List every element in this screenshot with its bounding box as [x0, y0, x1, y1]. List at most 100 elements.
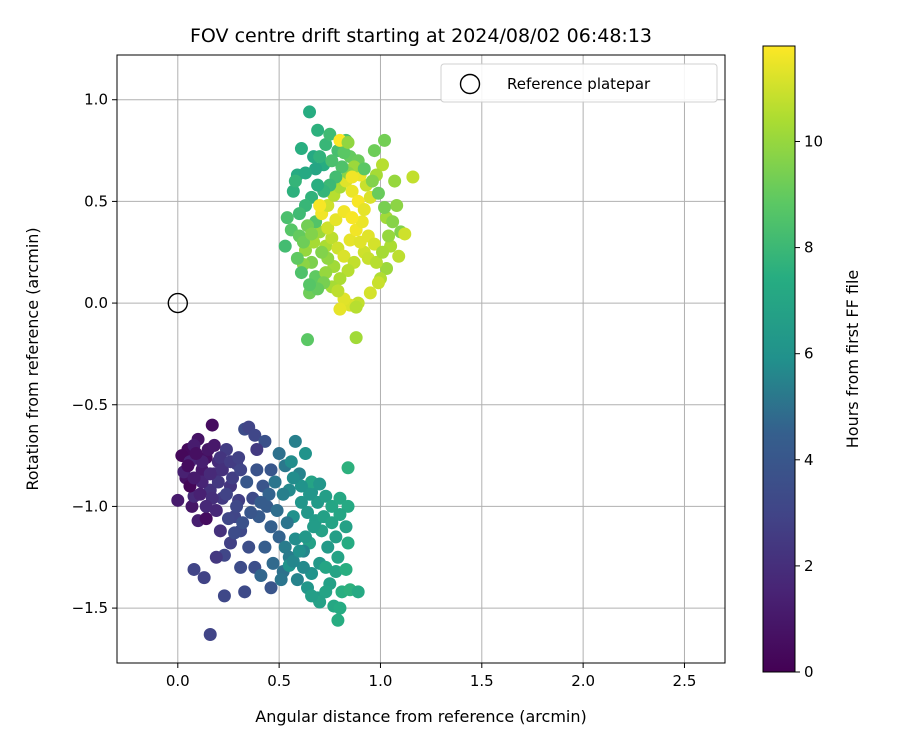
- data-point-205: [315, 245, 329, 259]
- data-point-251: [309, 162, 323, 176]
- data-point-9: [171, 493, 185, 507]
- data-point-239: [353, 235, 367, 249]
- data-point-104: [333, 601, 347, 615]
- y-tick-label-3: 0.0: [84, 294, 108, 312]
- data-point-57: [264, 581, 278, 595]
- colorbar-label: Hours from first FF file: [843, 270, 862, 449]
- data-point-0: [205, 418, 219, 432]
- data-point-234: [313, 198, 327, 212]
- data-point-260: [319, 266, 333, 280]
- data-point-54: [258, 540, 272, 554]
- data-point-114: [292, 544, 306, 558]
- data-point-100: [319, 585, 333, 599]
- data-point-27: [213, 524, 227, 538]
- data-point-32: [197, 571, 211, 585]
- data-point-166: [390, 198, 404, 212]
- data-point-241: [369, 255, 383, 269]
- x-tick-label-5: 2.5: [673, 672, 697, 690]
- data-point-81: [313, 477, 327, 491]
- data-point-214: [357, 203, 371, 217]
- data-point-55: [266, 556, 280, 570]
- data-point-172: [380, 262, 394, 276]
- data-point-93: [290, 573, 304, 587]
- data-point-72: [319, 489, 333, 503]
- data-point-30: [209, 550, 223, 564]
- data-point-92: [296, 560, 310, 574]
- colorbar-gradient: [762, 45, 796, 673]
- data-point-142: [189, 447, 203, 461]
- data-point-149: [232, 451, 246, 465]
- data-point-86: [329, 530, 343, 544]
- data-point-244: [386, 215, 400, 229]
- data-point-126: [254, 495, 268, 509]
- data-point-194: [343, 233, 357, 247]
- data-point-161: [378, 133, 392, 147]
- data-point-84: [341, 499, 355, 513]
- data-point-152: [294, 142, 308, 156]
- data-point-121: [294, 479, 308, 493]
- x-tick-label-1: 0.5: [267, 672, 291, 690]
- data-point-252: [313, 150, 327, 164]
- data-point-238: [345, 211, 359, 225]
- data-point-147: [215, 463, 229, 477]
- data-point-259: [278, 239, 292, 253]
- legend-entry-reference-platepar: Reference platepar: [507, 75, 651, 93]
- x-axis: 0.0 0.5 1.0 1.5 2.0 2.5: [166, 663, 697, 690]
- data-point-125: [262, 487, 276, 501]
- data-point-85: [339, 520, 353, 534]
- x-tick-label-2: 1.0: [369, 672, 393, 690]
- data-point-180: [349, 300, 363, 314]
- data-point-124: [268, 475, 282, 489]
- data-point-155: [323, 127, 337, 141]
- data-point-63: [284, 455, 298, 469]
- data-point-201: [341, 264, 355, 278]
- data-point-132: [219, 487, 233, 501]
- data-point-248: [357, 162, 371, 176]
- data-point-139: [187, 471, 201, 485]
- data-point-254: [337, 146, 351, 160]
- y-tick-label-0: −1.5: [72, 599, 108, 617]
- data-point-169: [398, 227, 412, 241]
- data-point-242: [375, 245, 389, 259]
- data-point-10: [185, 499, 199, 513]
- y-axis: −1.5 −1.0 −0.5 0.0 0.5 1.0: [72, 91, 117, 617]
- data-point-236: [329, 213, 343, 227]
- data-point-235: [321, 221, 335, 235]
- data-point-31: [187, 562, 201, 576]
- data-point-212: [345, 184, 359, 198]
- legend: Reference platepar: [440, 63, 718, 103]
- data-point-268: [296, 235, 310, 249]
- data-point-88: [331, 550, 345, 564]
- data-point-83: [333, 491, 347, 505]
- data-point-191: [325, 231, 339, 245]
- colorbar-tick-label-5: 10: [804, 132, 823, 150]
- data-point-119: [333, 508, 347, 522]
- data-point-247: [365, 174, 379, 188]
- data-point-227: [292, 207, 306, 221]
- y-tick-label-2: −0.5: [72, 396, 108, 414]
- data-point-165: [406, 170, 420, 184]
- data-point-220: [335, 160, 349, 174]
- data-point-112: [278, 540, 292, 554]
- data-point-123: [276, 487, 290, 501]
- data-point-33: [217, 589, 231, 603]
- data-point-62: [288, 434, 302, 448]
- data-point-79: [270, 503, 284, 517]
- y-tick-label-4: 0.5: [84, 192, 108, 210]
- data-point-46: [264, 463, 278, 477]
- data-point-179: [333, 302, 347, 316]
- data-point-138: [193, 487, 207, 501]
- data-point-137: [199, 499, 213, 513]
- data-point-181: [349, 331, 363, 345]
- data-point-45: [250, 463, 264, 477]
- data-point-162: [375, 158, 389, 172]
- reference-platepar-marker: [167, 292, 189, 314]
- data-point-87: [321, 540, 335, 554]
- colorbar-tick-label-2: 4: [804, 451, 814, 469]
- colorbar: 0 2 4 6 8 10 Hours from first FF file: [762, 45, 862, 681]
- data-point-249: [345, 170, 359, 184]
- colorbar-tick-label-3: 6: [804, 345, 814, 363]
- y-axis-label: Rotation from reference (arcmin): [23, 227, 42, 490]
- legend-marker-icon: [459, 73, 481, 95]
